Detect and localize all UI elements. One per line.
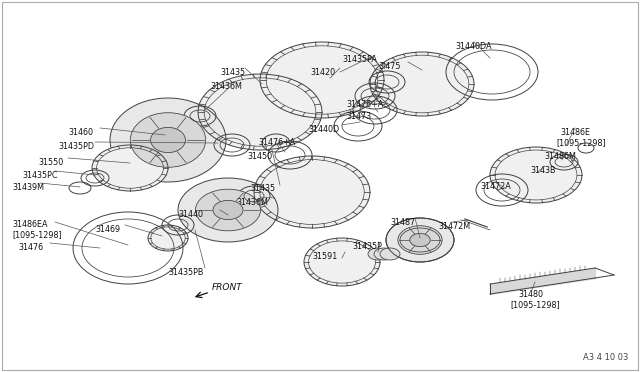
Text: 31435PB: 31435PB (168, 268, 204, 277)
Ellipse shape (370, 52, 474, 116)
Ellipse shape (131, 113, 205, 167)
Text: 31469: 31469 (95, 225, 120, 234)
Text: 31472M: 31472M (438, 222, 470, 231)
Ellipse shape (92, 145, 168, 191)
Text: 31440: 31440 (178, 210, 203, 219)
Text: 31435PC: 31435PC (22, 171, 58, 180)
Ellipse shape (398, 226, 442, 254)
Text: 31439M: 31439M (12, 183, 44, 192)
Text: 31436M: 31436M (236, 198, 268, 207)
Ellipse shape (195, 189, 260, 231)
Text: A3 4 10 03: A3 4 10 03 (582, 353, 628, 362)
Ellipse shape (213, 201, 243, 219)
Text: 31487: 31487 (390, 218, 415, 227)
Ellipse shape (490, 147, 582, 203)
Text: 31473: 31473 (346, 112, 371, 121)
Ellipse shape (410, 233, 430, 247)
Text: 31440D: 31440D (308, 125, 339, 134)
Text: 31435PA: 31435PA (342, 55, 377, 64)
Ellipse shape (148, 225, 188, 251)
Text: 31476+A: 31476+A (346, 100, 383, 109)
Text: 31480: 31480 (518, 290, 543, 299)
Ellipse shape (380, 248, 400, 260)
Text: 31486EA: 31486EA (12, 220, 47, 229)
Text: 31486M: 31486M (544, 152, 576, 161)
Text: 31435P: 31435P (352, 242, 382, 251)
Text: 31476+A: 31476+A (258, 138, 295, 147)
Text: 31460: 31460 (68, 128, 93, 137)
Ellipse shape (178, 178, 278, 242)
Text: 31476: 31476 (18, 243, 43, 252)
Ellipse shape (368, 248, 388, 260)
Ellipse shape (304, 238, 380, 286)
Text: 31472A: 31472A (480, 182, 511, 191)
Text: 31435: 31435 (250, 184, 275, 193)
Text: 31436M: 31436M (210, 82, 242, 91)
Text: [1095-1298]: [1095-1298] (12, 230, 61, 239)
Text: 31435: 31435 (220, 68, 245, 77)
Text: 31435PD: 31435PD (58, 142, 94, 151)
Text: FRONT: FRONT (212, 283, 243, 292)
Text: 31486E: 31486E (560, 128, 590, 137)
Ellipse shape (254, 156, 370, 228)
Ellipse shape (260, 42, 384, 118)
Text: 31450: 31450 (247, 152, 272, 161)
Text: 31550: 31550 (38, 158, 63, 167)
Text: 31440DA: 31440DA (455, 42, 492, 51)
Text: 31420: 31420 (310, 68, 335, 77)
Ellipse shape (150, 127, 186, 153)
Ellipse shape (386, 218, 454, 262)
Ellipse shape (198, 74, 322, 150)
Text: 3143B: 3143B (530, 166, 556, 175)
Ellipse shape (374, 248, 394, 260)
Text: 3l475: 3l475 (378, 62, 401, 71)
Text: [1095-1298]: [1095-1298] (510, 300, 560, 309)
Text: [1095-1298]: [1095-1298] (556, 138, 605, 147)
Text: 31591: 31591 (312, 252, 337, 261)
Ellipse shape (110, 98, 226, 182)
